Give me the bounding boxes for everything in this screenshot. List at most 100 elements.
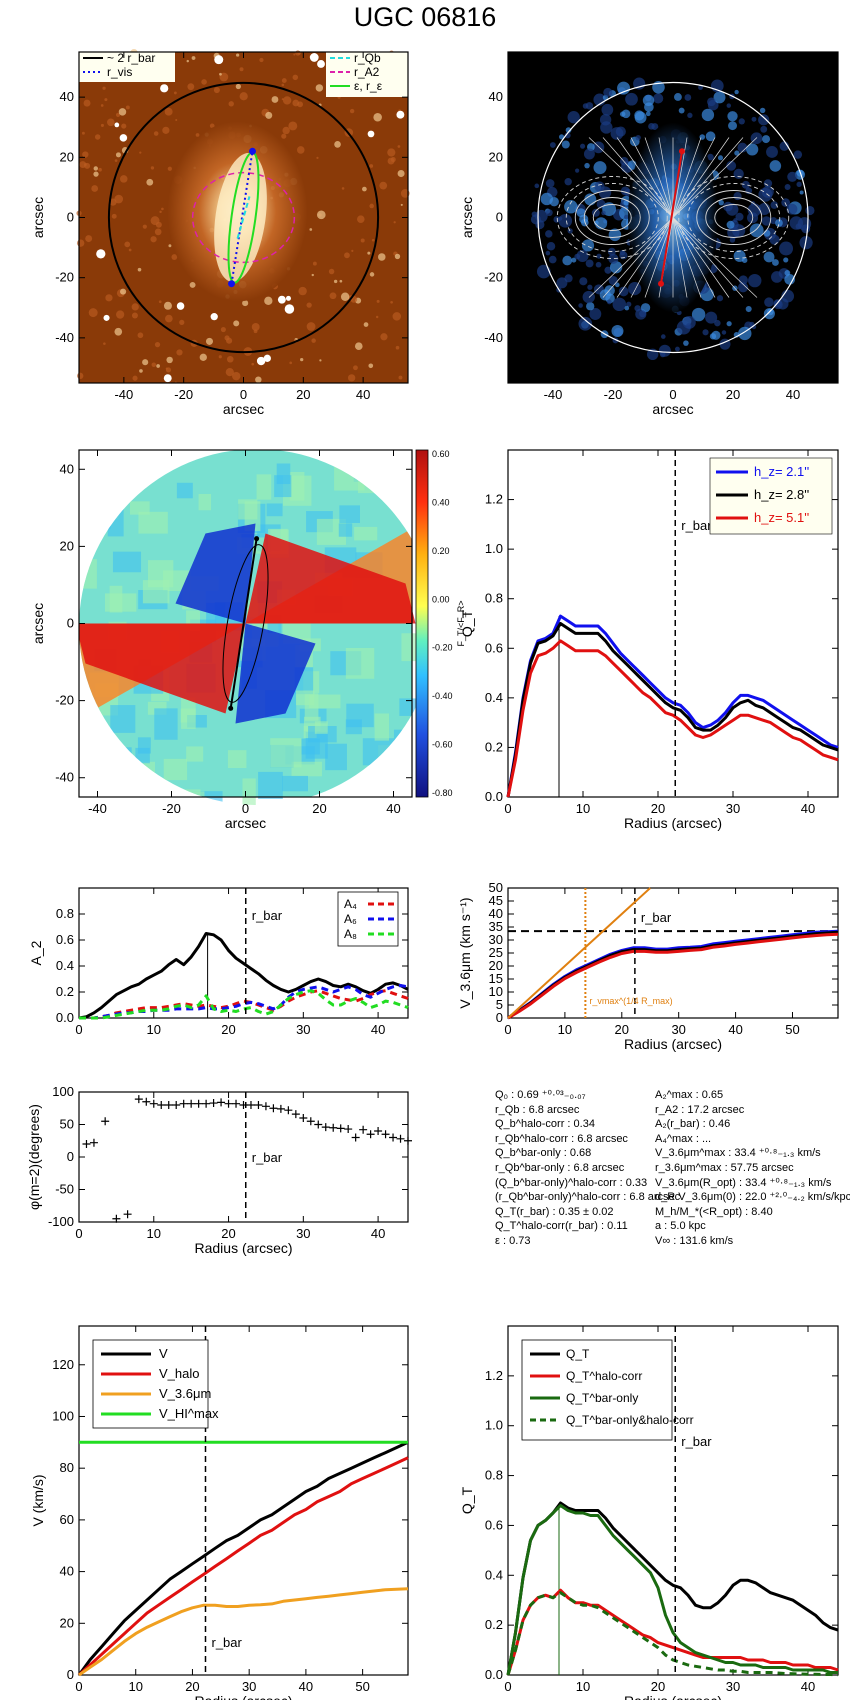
blue-blob [758,114,770,126]
blue-blob [734,89,739,95]
star-dot [315,84,324,92]
y-tick-label: 0.4 [56,958,74,973]
blue-blob [766,146,778,158]
star-dot [400,203,403,206]
scatter-point [299,1114,308,1122]
bright-star [396,110,405,119]
star-dot [146,178,154,186]
heatmap-cell [276,463,291,485]
blue-blob [617,81,631,95]
scatter-point [224,1099,233,1108]
bar-end-point [658,280,664,287]
scatter-point [404,1136,412,1145]
y-tick-label: 0.8 [485,591,503,606]
star-dot [104,98,108,102]
star-dot [224,335,230,341]
scatter-point [359,1125,368,1134]
x-axis-label: Radius (arcsec) [194,1693,292,1700]
star-dot [195,133,200,137]
scatter-point [276,1104,285,1113]
y-tick-label: 0.8 [485,1468,503,1483]
contour-line [672,137,744,218]
star-dot [81,131,85,135]
star-dot [225,367,234,377]
y-tick-label: 0 [496,1010,503,1025]
bright-star [367,130,375,138]
x-tick-label: -40 [114,387,133,402]
rbar-label: r_bar [681,518,712,533]
stat-row: V_3.6μm(R_opt) : 33.4 ⁺⁰·⁸₋₁.₃ km/s [655,1176,832,1189]
y-tick-label: 40 [60,89,74,104]
blue-blob [714,319,721,327]
panel-qt-profile: 0 10 20 30 40 0.0 0.2 0.4 0.6 0.8 1.0 1.2 Radius (ar… [459,449,839,831]
y-axis-label: Q_T [459,609,475,637]
y-tick-label: 20 [489,958,503,973]
y-tick-label: 0.2 [485,739,503,754]
legend-label: A₆ [344,912,357,926]
x-tick-label: 30 [726,1679,740,1694]
bright-star [103,314,110,321]
star-dot [363,322,369,327]
y-tick-label: 0.2 [485,1617,503,1632]
blue-blob [640,303,651,313]
blue-blob [674,93,682,101]
star-dot [395,345,400,350]
x-tick-label: 50 [355,1679,369,1694]
blue-blob [615,126,626,137]
legend-label: A₈ [344,927,357,941]
blue-blob [749,223,764,238]
x-tick-label: 20 [651,801,665,816]
contour-line [672,217,730,298]
star-dot [228,101,234,107]
blue-blob [628,282,642,296]
series-line [506,639,839,798]
blue-blob [586,302,595,311]
star-dot [150,236,157,243]
contour-line [672,137,702,218]
contour-line [714,204,754,231]
blue-blob [784,269,791,276]
series-line [506,1591,839,1677]
blue-blob [545,230,553,238]
plot-frame [78,1091,409,1223]
contour-line [565,183,659,252]
colorbar-tick-label: -0.60 [432,740,453,750]
y-tick-label: 15 [489,971,503,986]
scatter-point [374,1127,383,1135]
ellipse-rA2 [191,171,296,264]
star-dot [173,91,177,95]
heatmap-cell [92,493,119,520]
star-dot [162,126,170,134]
stat-row: (r_Qb^bar-only)^halo-corr : 6.8 arcsec [495,1191,681,1204]
blue-blob [784,273,796,285]
page-title: UGC 06816 [353,2,497,32]
blue-blob [674,346,680,352]
blue-blob [726,160,737,171]
star-dot [164,107,173,116]
scatter-point [351,1133,360,1142]
legend-label: A₄ [344,897,357,911]
blue-blob [530,214,541,225]
star-dot [91,185,99,192]
y-tick-label: 0 [67,1667,74,1682]
bright-star [210,313,218,321]
blue-blob [734,150,740,156]
x-tick-label: 0 [75,1022,82,1037]
positive-lobe [79,623,246,714]
heatmap-cell [104,593,137,612]
y-axis-label: arcsec [30,603,46,644]
heatmap-cell [186,746,204,762]
x-tick-label: 20 [726,387,740,402]
rbar-label: r_bar [252,1150,283,1165]
x-tick-label: 20 [296,387,310,402]
x-tick-label: 20 [651,1679,665,1694]
line-rvis [230,151,254,284]
y-tick-label: -20 [55,693,74,708]
blue-blob [585,259,594,268]
blue-blob [762,135,771,144]
y-tick-label: 0.8 [56,906,74,921]
star-dot [349,108,355,114]
scatter-point [344,1125,353,1134]
y-tick-label: 0.0 [485,789,503,804]
blue-blob [761,185,774,198]
